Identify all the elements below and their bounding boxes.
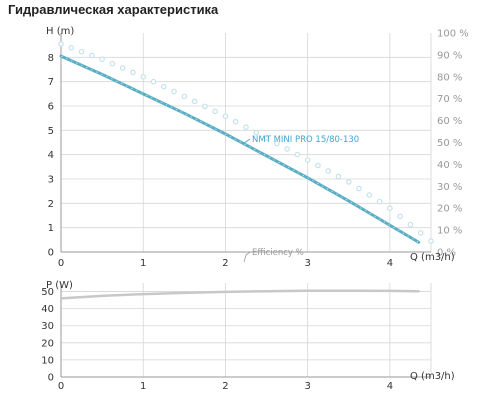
p-x-axis-label: Q (m3/h) <box>410 371 455 382</box>
h-xtick-label: 3 <box>304 258 310 269</box>
h-ytick-label: 7 <box>48 77 54 88</box>
h-ytick-label: 0 <box>48 248 54 259</box>
p-ytick-label: 20 <box>41 338 54 349</box>
h-y2tick-label: 50 % <box>437 138 462 149</box>
efficiency-point <box>243 124 249 130</box>
efficiency-point <box>253 129 260 136</box>
efficiency-point <box>202 103 208 110</box>
efficiency-point <box>89 52 95 59</box>
h-ytick-label: 6 <box>48 102 54 113</box>
power-curve-line <box>59 289 420 300</box>
h-ytick-label: 3 <box>48 175 54 186</box>
p-xtick-label: 3 <box>304 381 310 392</box>
p-y-axis-label: P (W) <box>46 280 73 291</box>
h-y2tick-label: 80 % <box>437 72 462 83</box>
h-y2tick-label: 40 % <box>437 160 462 171</box>
efficiency-point <box>119 65 126 71</box>
h-y-axis-label: H (m) <box>46 26 74 37</box>
efficiency-point <box>160 83 167 90</box>
head-series-label: NMT MINI PRO 15/80-130 <box>252 135 359 145</box>
h-y2tick-label: 30 % <box>437 182 462 193</box>
efficiency-point <box>284 146 290 152</box>
efficiency-point <box>68 44 75 51</box>
p-xtick-label: 1 <box>140 381 146 392</box>
page-title: Гидравлическая характеристика <box>8 2 219 17</box>
efficiency-point <box>191 98 198 105</box>
h-y2tick-label: 90 % <box>437 50 462 61</box>
h-xtick-label: 0 <box>58 258 64 269</box>
h-y2tick-label: 10 % <box>437 226 462 237</box>
efficiency-point <box>181 93 188 100</box>
head-curve-line <box>59 54 421 244</box>
efficiency-point <box>109 60 116 67</box>
efficiency-point <box>274 140 280 147</box>
h-ytick-label: 8 <box>48 53 54 64</box>
head-curve-texture <box>60 55 419 243</box>
efficiency-point <box>212 108 218 115</box>
p-xtick-label: 4 <box>387 381 393 392</box>
efficiency-point <box>428 238 434 244</box>
efficiency-point <box>325 168 332 174</box>
h-y2tick-label: 20 % <box>437 204 462 215</box>
efficiency-point <box>387 205 393 212</box>
efficiency-point <box>171 88 177 95</box>
efficiency-point <box>130 69 136 76</box>
h-xtick-label: 2 <box>222 258 228 269</box>
h-y2tick-label: 60 % <box>437 116 462 127</box>
h-x-axis-label: Q (m3/h) <box>410 252 455 263</box>
efficiency-point <box>294 151 301 158</box>
efficiency-point <box>315 162 321 169</box>
h-ytick-label: 4 <box>48 150 54 161</box>
p-ytick-label: 40 <box>41 304 54 315</box>
efficiency-point <box>345 179 352 185</box>
efficiency-point <box>140 74 147 80</box>
h-ytick-label: 5 <box>48 126 54 137</box>
h-xtick-label: 1 <box>140 258 146 269</box>
efficiency-label-leader <box>243 251 251 263</box>
efficiency-point <box>335 173 342 180</box>
efficiency-point <box>263 135 270 141</box>
efficiency-point <box>376 198 383 205</box>
p-ytick-label: 10 <box>41 355 54 366</box>
efficiency-point <box>397 213 403 220</box>
p-xtick-label: 0 <box>58 381 64 392</box>
h-y2tick-label: 100 % <box>437 29 469 40</box>
efficiency-point <box>222 113 229 120</box>
efficiency-series-label: Efficiency % <box>252 248 304 258</box>
efficiency-point <box>407 221 414 228</box>
head-label-leader <box>243 138 251 144</box>
efficiency-point <box>99 56 105 63</box>
efficiency-point <box>304 157 311 163</box>
efficiency-point <box>78 48 85 55</box>
h-y2tick-label: 0 % <box>437 248 456 259</box>
h-y2tick-label: 70 % <box>437 94 462 105</box>
efficiency-point <box>150 78 157 85</box>
p-ytick-label: 50 <box>41 287 54 298</box>
efficiency-point <box>232 118 239 125</box>
efficiency-point <box>366 192 373 198</box>
h-xtick-label: 4 <box>387 258 393 269</box>
p-xtick-label: 2 <box>222 381 228 392</box>
p-ytick-label: 0 <box>48 373 54 384</box>
p-ytick-label: 30 <box>41 321 54 332</box>
efficiency-point <box>58 41 64 47</box>
efficiency-point <box>417 230 424 236</box>
h-ytick-label: 1 <box>48 223 54 234</box>
efficiency-point <box>356 185 362 192</box>
h-ytick-label: 2 <box>48 199 54 210</box>
